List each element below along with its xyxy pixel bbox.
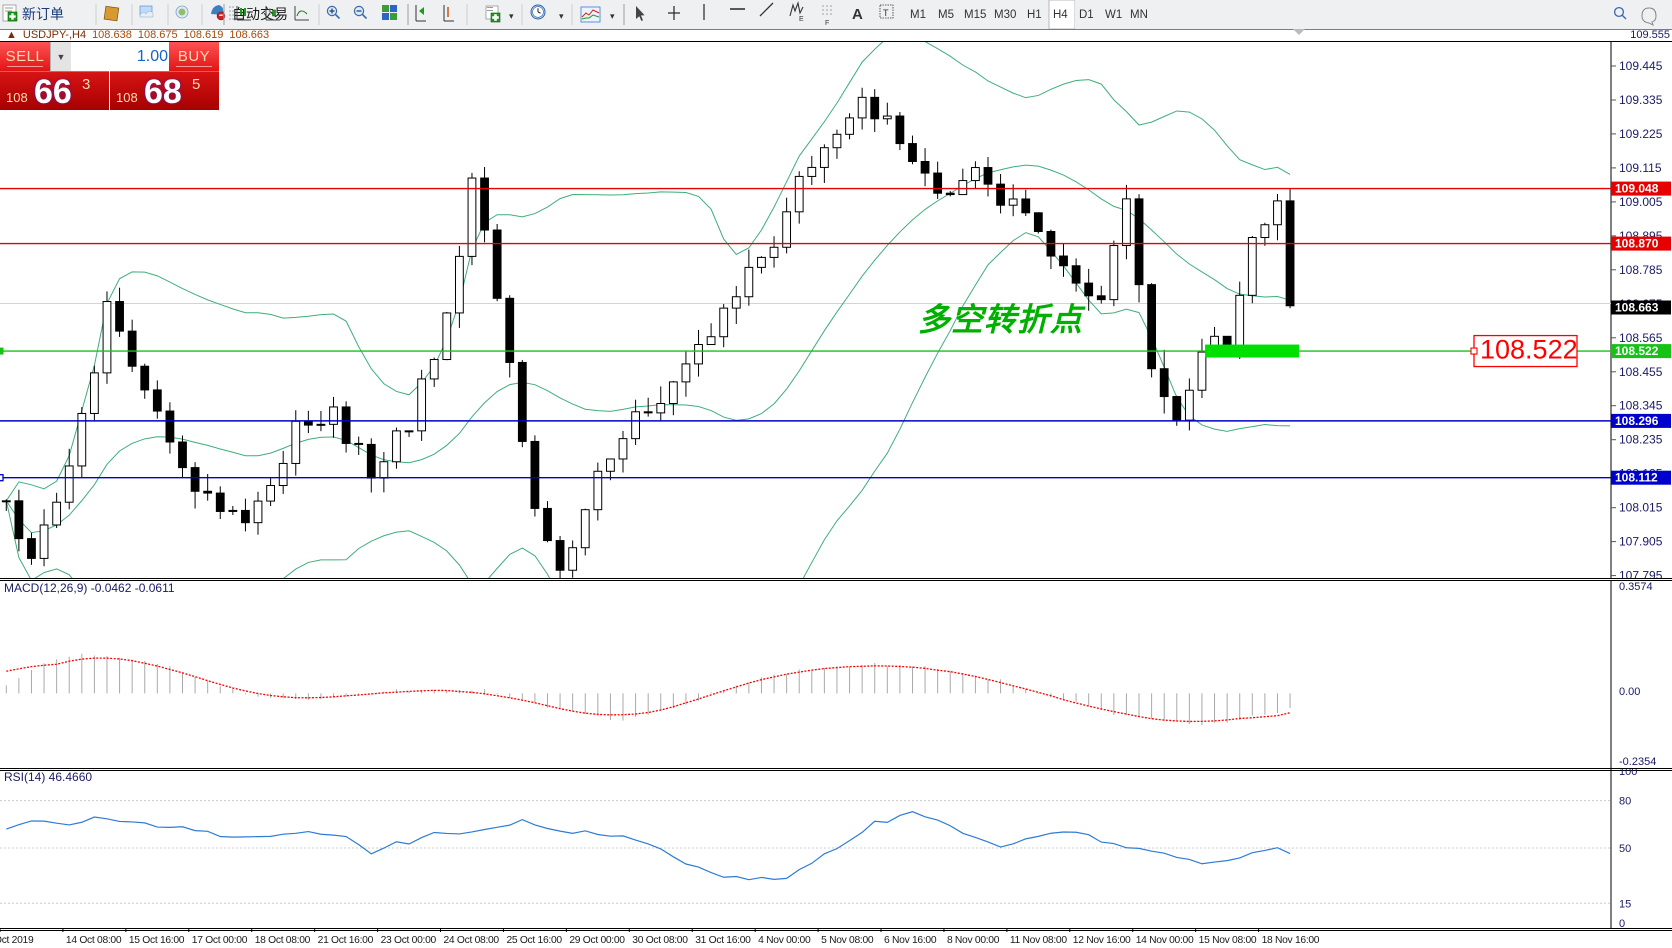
svg-text:107.905: 107.905 — [1619, 535, 1663, 549]
svg-text:M15: M15 — [964, 9, 986, 21]
svg-text:109.048: 109.048 — [1615, 182, 1659, 196]
svg-text:29 Oct 00:00: 29 Oct 00:00 — [569, 935, 625, 946]
svg-text:31 Oct 16:00: 31 Oct 16:00 — [695, 935, 751, 946]
svg-text:A: A — [852, 6, 863, 23]
svg-text:MN: MN — [1130, 9, 1148, 21]
svg-text:多空转折点: 多空转折点 — [918, 302, 1086, 338]
svg-text:6 Nov 16:00: 6 Nov 16:00 — [884, 935, 937, 946]
svg-text:5 Nov 08:00: 5 Nov 08:00 — [821, 935, 874, 946]
svg-text:18 Nov 16:00: 18 Nov 16:00 — [1262, 935, 1320, 946]
svg-text:-0.2354: -0.2354 — [1619, 756, 1656, 768]
svg-text:108.870: 108.870 — [1615, 237, 1659, 251]
svg-text:M1: M1 — [910, 9, 926, 21]
svg-text:108.235: 108.235 — [1619, 433, 1663, 447]
svg-text:108.663: 108.663 — [1615, 301, 1659, 315]
svg-text:F: F — [825, 20, 829, 27]
svg-text:▾: ▾ — [559, 11, 564, 21]
svg-text:H4: H4 — [1053, 9, 1068, 21]
svg-text:0.3574: 0.3574 — [1619, 581, 1653, 593]
svg-text:4 Nov 00:00: 4 Nov 00:00 — [758, 935, 811, 946]
svg-text:12 Nov 16:00: 12 Nov 16:00 — [1073, 935, 1131, 946]
svg-text:109.225: 109.225 — [1619, 127, 1663, 141]
svg-text:M5: M5 — [938, 9, 954, 21]
svg-text:80: 80 — [1619, 796, 1631, 808]
svg-text:108.785: 108.785 — [1619, 263, 1663, 277]
svg-text:25 Oct 16:00: 25 Oct 16:00 — [506, 935, 562, 946]
svg-text:30 Oct 08:00: 30 Oct 08:00 — [632, 935, 688, 946]
svg-text:D1: D1 — [1079, 9, 1094, 21]
svg-text:107.795: 107.795 — [1619, 569, 1663, 578]
svg-text:24 Oct 08:00: 24 Oct 08:00 — [444, 935, 500, 946]
svg-text:1 Oct 2019: 1 Oct 2019 — [0, 935, 34, 946]
svg-text:21 Oct 16:00: 21 Oct 16:00 — [318, 935, 374, 946]
svg-text:23 Oct 00:00: 23 Oct 00:00 — [381, 935, 437, 946]
svg-text:0.00: 0.00 — [1619, 686, 1640, 698]
svg-text:108.345: 108.345 — [1619, 399, 1663, 413]
svg-text:108.565: 108.565 — [1619, 331, 1663, 345]
svg-text:H1: H1 — [1027, 9, 1042, 21]
svg-text:109.335: 109.335 — [1619, 93, 1663, 107]
svg-text:15: 15 — [1619, 898, 1631, 910]
svg-text:50: 50 — [1619, 843, 1631, 855]
svg-text:15 Oct 16:00: 15 Oct 16:00 — [129, 935, 185, 946]
svg-text:E: E — [799, 16, 804, 23]
svg-text:108.015: 108.015 — [1619, 501, 1663, 515]
svg-text:MACD(12,26,9) -0.0462 -0.0611: MACD(12,26,9) -0.0462 -0.0611 — [4, 581, 175, 595]
svg-text:109.445: 109.445 — [1619, 59, 1663, 73]
svg-text:14 Nov 00:00: 14 Nov 00:00 — [1136, 935, 1194, 946]
svg-text:108.522: 108.522 — [1480, 335, 1578, 365]
svg-text:15 Nov 08:00: 15 Nov 08:00 — [1199, 935, 1257, 946]
svg-text:新订单: 新订单 — [22, 6, 64, 22]
svg-text:108.455: 108.455 — [1619, 365, 1663, 379]
svg-text:17 Oct 00:00: 17 Oct 00:00 — [192, 935, 248, 946]
svg-text:14 Oct 08:00: 14 Oct 08:00 — [66, 935, 122, 946]
svg-text:108.296: 108.296 — [1615, 414, 1659, 428]
svg-text:108.112: 108.112 — [1615, 471, 1658, 485]
svg-text:0: 0 — [1619, 918, 1625, 928]
svg-text:T: T — [883, 8, 889, 18]
svg-text:108.522: 108.522 — [1615, 344, 1659, 358]
svg-text:100: 100 — [1619, 769, 1637, 778]
svg-text:109.115: 109.115 — [1619, 161, 1662, 175]
svg-text:W1: W1 — [1105, 9, 1122, 21]
svg-text:RSI(14) 46.4660: RSI(14) 46.4660 — [4, 770, 92, 784]
svg-text:M30: M30 — [994, 9, 1016, 21]
svg-text:▾: ▾ — [610, 11, 615, 21]
svg-text:8 Nov 00:00: 8 Nov 00:00 — [947, 935, 1000, 946]
svg-text:109.005: 109.005 — [1619, 195, 1663, 209]
svg-text:18 Oct 08:00: 18 Oct 08:00 — [255, 935, 311, 946]
svg-text:11 Nov 08:00: 11 Nov 08:00 — [1010, 935, 1067, 946]
svg-text:▾: ▾ — [509, 11, 514, 21]
